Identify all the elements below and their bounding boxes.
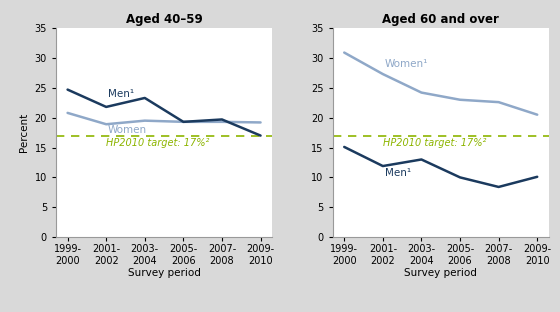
- Title: Aged 40–59: Aged 40–59: [125, 12, 203, 26]
- Text: HP2010 target: 17%²: HP2010 target: 17%²: [106, 138, 209, 148]
- Text: Men¹: Men¹: [108, 89, 134, 99]
- Text: HP2010 target: 17%²: HP2010 target: 17%²: [383, 138, 486, 148]
- X-axis label: Survey period: Survey period: [404, 268, 477, 278]
- X-axis label: Survey period: Survey period: [128, 268, 200, 278]
- Y-axis label: Percent: Percent: [19, 113, 29, 152]
- Text: Women: Women: [108, 124, 147, 134]
- Title: Aged 60 and over: Aged 60 and over: [382, 12, 499, 26]
- Text: Men¹: Men¹: [385, 168, 411, 178]
- Text: Women¹: Women¹: [385, 59, 428, 69]
